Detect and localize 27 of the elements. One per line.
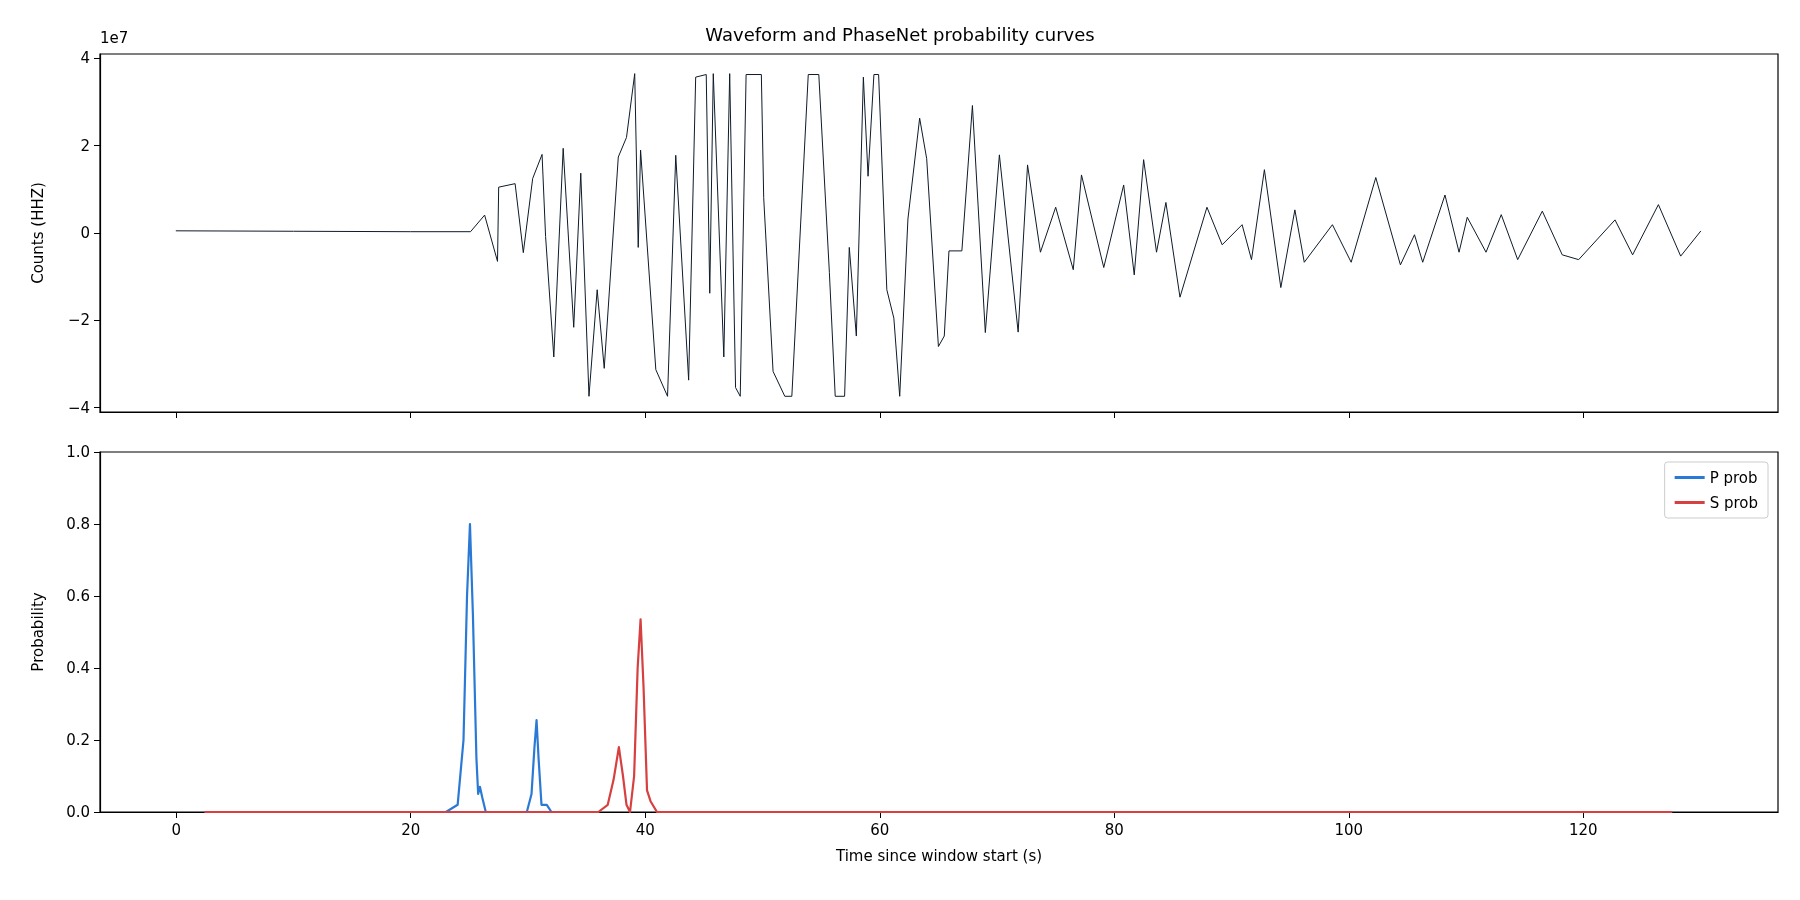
legend-label: S prob xyxy=(1709,493,1759,512)
y-tick-label: 0.8 xyxy=(66,515,90,533)
line-series xyxy=(175,73,1702,397)
x-axis-title: Time since window start (s) xyxy=(834,846,1043,865)
text: 1e7 xyxy=(100,28,129,47)
y-tick-label: 0.4 xyxy=(66,659,90,677)
y-tick-label: 0.6 xyxy=(66,587,90,605)
x-tick-label: 80 xyxy=(1104,820,1124,839)
y-tick-label: −4 xyxy=(67,398,90,417)
y-tick-label: 1.0 xyxy=(66,443,90,461)
y-axis-title: Counts (HHZ) xyxy=(28,182,47,284)
y-axis-title: Probability xyxy=(28,592,47,672)
x-tick-label: 40 xyxy=(635,820,655,839)
x-tick-label: 0 xyxy=(171,820,181,839)
y-tick-label: 0.0 xyxy=(66,803,90,821)
x-tick-label: 100 xyxy=(1334,820,1364,839)
chart-title: Waveform and PhaseNet probability curves xyxy=(705,23,1095,45)
y-tick-label: 4 xyxy=(80,49,90,68)
y-tick-label: 0 xyxy=(80,224,90,242)
line-series xyxy=(204,618,1673,814)
y-tick-label: 2 xyxy=(80,136,90,155)
x-tick-label: 20 xyxy=(401,820,421,839)
x-tick-label: 60 xyxy=(870,820,890,839)
y-tick-label: −2 xyxy=(67,311,90,330)
x-tick-label: 120 xyxy=(1569,820,1598,839)
legend-label: P prob xyxy=(1709,468,1758,487)
y-tick-label: 0.2 xyxy=(66,731,90,749)
